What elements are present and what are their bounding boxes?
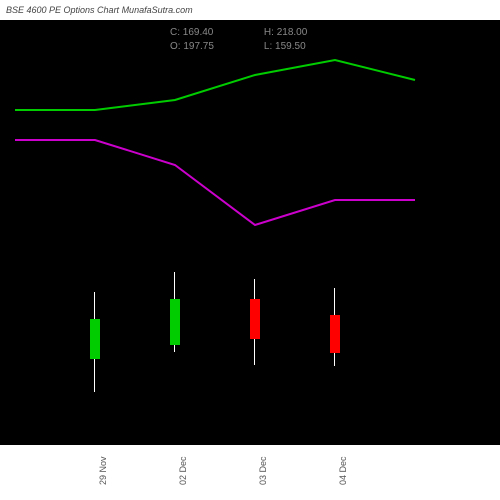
ohlc-high: H: 218.00 — [264, 26, 307, 40]
candle-body — [330, 315, 340, 353]
x-axis-label: 03 Dec — [258, 456, 267, 485]
lower-band-line — [15, 140, 415, 225]
candlestick — [90, 292, 100, 392]
ohlc-close: C: 169.40 — [170, 26, 214, 40]
x-axis-area: 29 Nov 02 Dec 03 Dec 04 Dec — [0, 445, 500, 500]
page-header: BSE 4600 PE Options Chart MunafaSutra.co… — [0, 0, 500, 20]
upper-band-line — [15, 60, 415, 110]
candle-body — [250, 299, 260, 339]
x-axis-label: 02 Dec — [178, 456, 187, 485]
candlestick — [170, 272, 180, 352]
candle-body — [90, 319, 100, 359]
ohlc-readout: C: 169.40 O: 197.75 H: 218.00 L: 159.50 — [170, 26, 307, 54]
candle-body — [170, 299, 180, 345]
candlestick — [330, 288, 340, 366]
x-axis-label: 04 Dec — [338, 456, 347, 485]
chart-plot-area — [0, 20, 500, 445]
ohlc-low: L: 159.50 — [264, 40, 307, 54]
chart-title: BSE 4600 PE Options Chart MunafaSutra.co… — [6, 5, 193, 15]
candlestick — [250, 279, 260, 365]
x-axis-label: 29 Nov — [98, 456, 107, 485]
ohlc-open: O: 197.75 — [170, 40, 214, 54]
lines-layer — [0, 20, 500, 445]
